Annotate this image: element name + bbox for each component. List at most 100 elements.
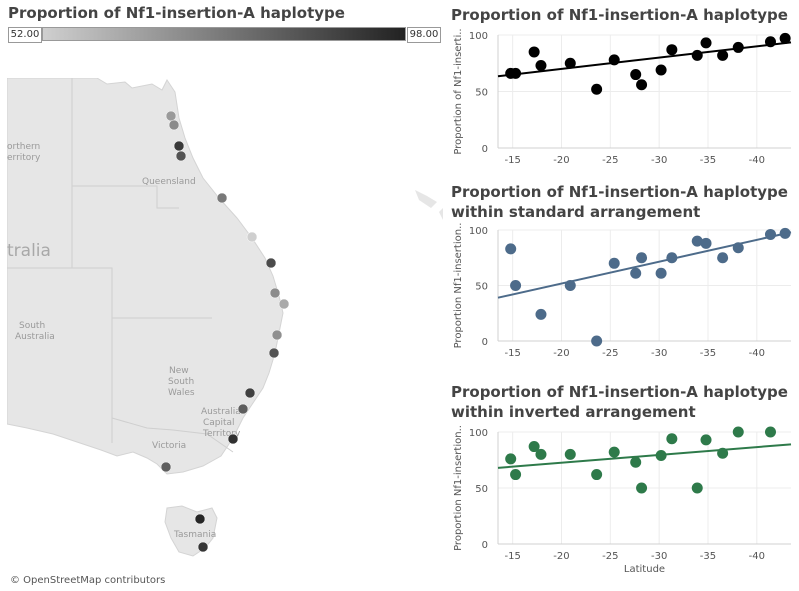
data-point[interactable] <box>630 267 642 279</box>
data-point[interactable] <box>717 252 729 264</box>
data-point[interactable] <box>608 446 620 458</box>
data-point[interactable] <box>700 434 712 446</box>
map-site-marker[interactable] <box>278 298 290 310</box>
data-point[interactable] <box>510 469 522 481</box>
map-canvas[interactable]: orthern erritory Queensland tralia South… <box>7 78 443 588</box>
x-tick-label: -15 <box>504 551 520 562</box>
map-panel[interactable]: orthern erritory Queensland tralia South… <box>7 78 443 588</box>
data-point[interactable] <box>666 433 678 445</box>
data-point[interactable] <box>666 44 678 56</box>
x-tick-label: -15 <box>504 155 520 166</box>
data-point[interactable] <box>732 242 744 254</box>
data-point[interactable] <box>636 482 648 494</box>
data-point[interactable] <box>528 46 540 58</box>
chart-3-plot[interactable]: -15 -20 -25 -30 -35 -40 0 50 100 Proportion Nf1-i… <box>451 424 793 588</box>
data-point[interactable] <box>608 54 620 66</box>
data-point[interactable] <box>591 469 603 481</box>
data-point[interactable] <box>535 60 547 72</box>
map-site-marker[interactable] <box>227 433 239 445</box>
region-label-nsw: Wales <box>168 388 195 398</box>
data-point[interactable] <box>535 308 547 320</box>
region-label-south-australia: South <box>19 321 45 331</box>
data-point[interactable] <box>655 64 667 76</box>
data-point[interactable] <box>564 448 576 460</box>
y-tick-label: 100 <box>469 226 488 237</box>
data-point[interactable] <box>717 49 729 61</box>
legend-min-label: 52.00 <box>8 27 42 43</box>
x-tick-label: -40 <box>749 551 765 562</box>
map-site-marker[interactable] <box>197 541 209 553</box>
data-point[interactable] <box>691 235 703 247</box>
map-site-marker[interactable] <box>168 119 180 131</box>
y-tick-label: 0 <box>482 540 488 551</box>
y-axis-label: Proportion Nf1-insertion.. <box>453 425 464 551</box>
data-point[interactable] <box>636 252 648 264</box>
map-site-marker[interactable] <box>160 461 172 473</box>
data-point[interactable] <box>764 228 776 240</box>
map-site-marker[interactable] <box>216 192 228 204</box>
y-axis-label: Proportion Nf1-insertion.. <box>453 223 464 348</box>
map-site-marker[interactable] <box>265 257 277 269</box>
y-tick-label: 100 <box>469 428 488 439</box>
data-point[interactable] <box>691 482 703 494</box>
map-site-marker[interactable] <box>165 110 177 122</box>
data-point[interactable] <box>505 453 517 465</box>
data-point[interactable] <box>630 456 642 468</box>
region-label-northern-territory: orthern <box>7 142 40 152</box>
island-shape <box>439 208 443 220</box>
data-point[interactable] <box>630 69 642 81</box>
region-label-act: Australia <box>201 407 241 417</box>
data-point[interactable] <box>655 267 667 279</box>
map-site-marker[interactable] <box>237 403 249 415</box>
y-tick-label: 0 <box>482 337 488 348</box>
map-site-marker[interactable] <box>269 287 281 299</box>
data-point[interactable] <box>608 257 620 269</box>
data-point[interactable] <box>636 79 648 91</box>
x-tick-label: -25 <box>602 551 618 562</box>
map-attribution: © OpenStreetMap contributors <box>10 575 165 586</box>
data-point[interactable] <box>764 426 776 438</box>
x-tick-label: -30 <box>651 155 667 166</box>
data-point[interactable] <box>528 441 540 453</box>
map-site-marker[interactable] <box>244 387 256 399</box>
chart-3-title-line-1: Proportion of Nf1-insertion-A haplotype <box>451 383 788 401</box>
map-site-marker[interactable] <box>271 329 283 341</box>
x-tick-label: -20 <box>553 155 569 166</box>
data-point[interactable] <box>700 37 712 49</box>
map-site-marker[interactable] <box>194 513 206 525</box>
chart-2-plot[interactable]: -15 -20 -25 -30 -35 -40 0 50 100 Proportion Nf1-i… <box>451 223 793 375</box>
data-point[interactable] <box>779 227 791 239</box>
data-point[interactable] <box>655 450 667 462</box>
chart-1-title: Proportion of Nf1-insertion-A haplotype <box>451 6 788 24</box>
data-point[interactable] <box>505 243 517 255</box>
data-point[interactable] <box>732 41 744 53</box>
data-point[interactable] <box>700 237 712 249</box>
data-point[interactable] <box>591 83 603 95</box>
data-point[interactable] <box>691 49 703 61</box>
map-title: Proportion of Nf1-insertion-A haplotype <box>8 4 345 22</box>
data-point[interactable] <box>564 280 576 291</box>
map-site-markers[interactable] <box>160 110 290 553</box>
region-label-victoria: Victoria <box>152 441 186 451</box>
map-site-marker[interactable] <box>173 140 185 152</box>
x-tick-label: -25 <box>602 348 618 359</box>
chart-2-title-line-1: Proportion of Nf1-insertion-A haplotype <box>451 183 788 201</box>
data-point[interactable] <box>666 252 678 264</box>
data-point[interactable] <box>510 67 522 79</box>
data-point[interactable] <box>564 57 576 69</box>
data-point[interactable] <box>779 32 791 44</box>
legend-max-label: 98.00 <box>407 27 441 43</box>
region-label-australia: tralia <box>7 241 51 261</box>
chart-1-plot[interactable]: -15 -20 -25 -30 -35 -40 0 50 100 Proportion of Nf… <box>451 27 793 180</box>
map-site-marker[interactable] <box>246 231 258 243</box>
data-point[interactable] <box>535 448 547 460</box>
data-point[interactable] <box>764 36 776 48</box>
x-tick-label: -25 <box>602 155 618 166</box>
map-site-marker[interactable] <box>175 150 187 162</box>
data-point[interactable] <box>591 335 603 347</box>
data-point[interactable] <box>717 447 729 459</box>
region-label-act: Territory <box>202 429 241 439</box>
data-point[interactable] <box>732 426 744 438</box>
map-site-marker[interactable] <box>268 347 280 359</box>
data-point[interactable] <box>510 280 522 291</box>
